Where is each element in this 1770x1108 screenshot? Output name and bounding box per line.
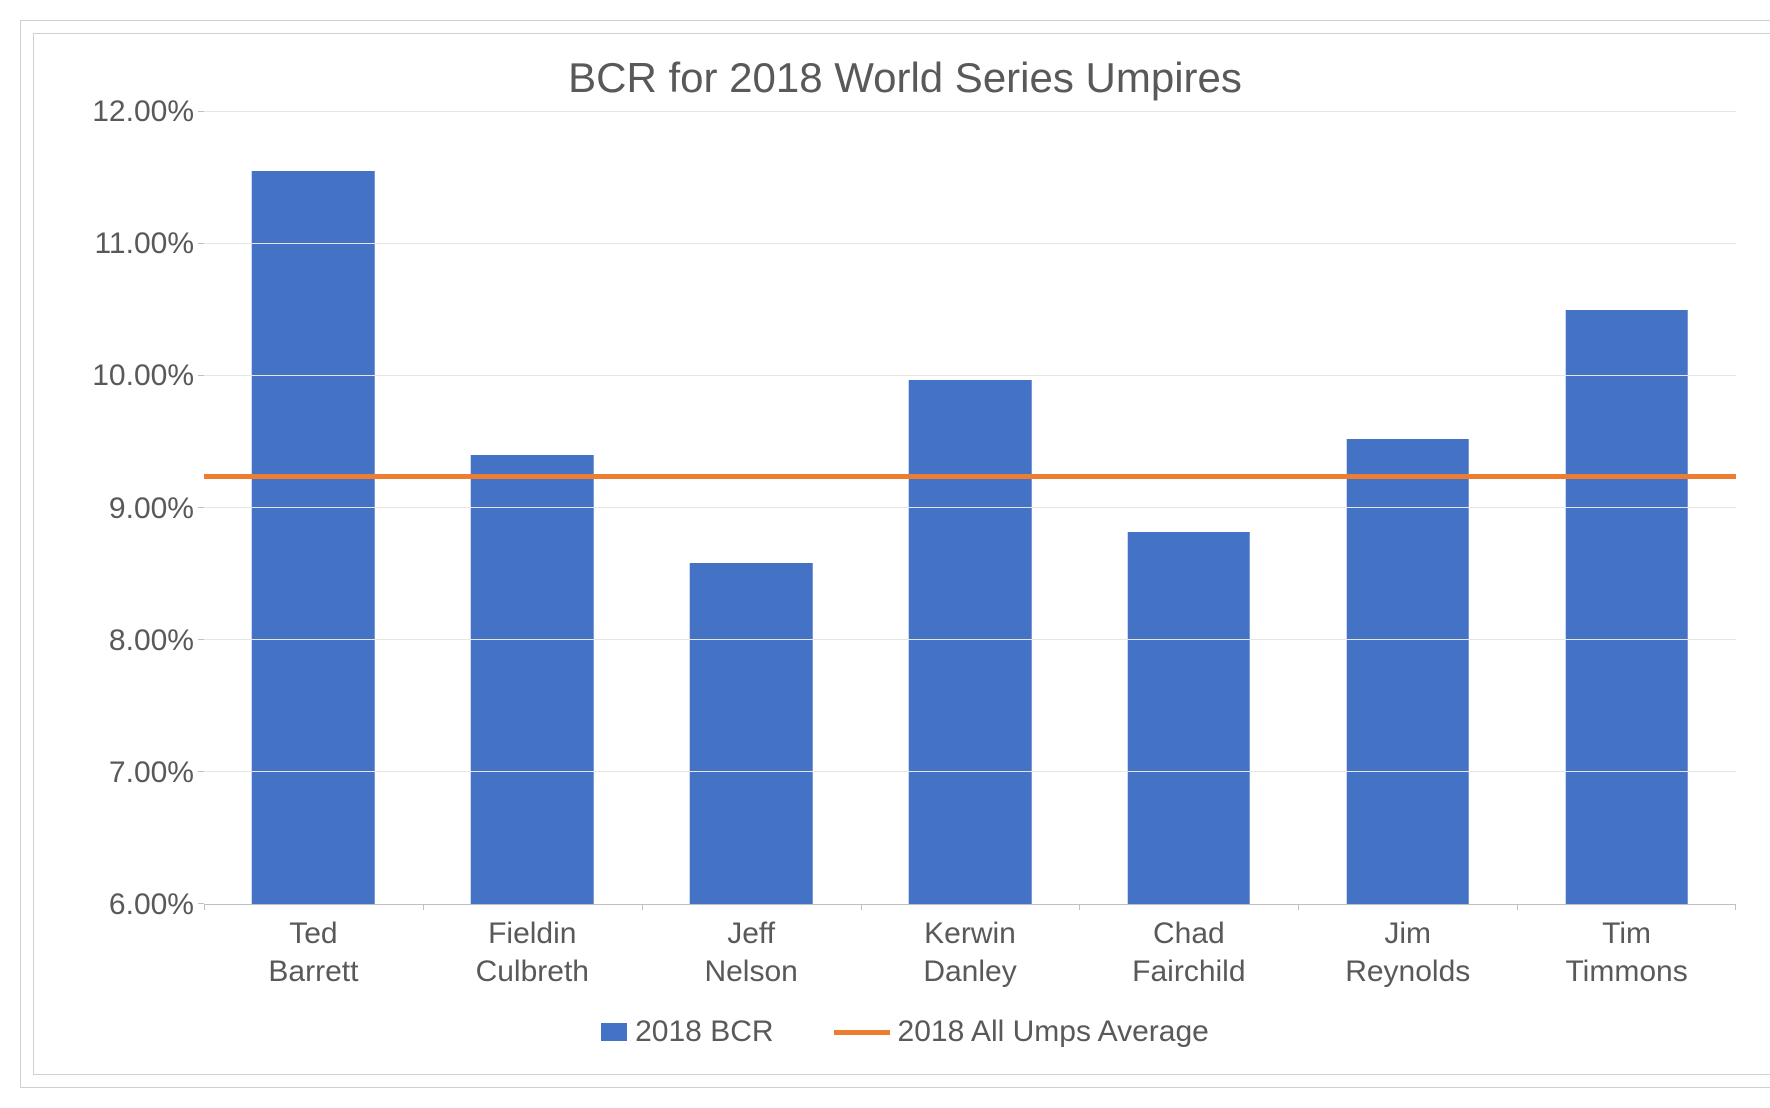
gridline xyxy=(204,771,1736,772)
gridline xyxy=(204,243,1736,244)
x-tickmark xyxy=(642,904,643,910)
x-tickmark xyxy=(1079,904,1080,910)
plot-wrap: 6.00%7.00%8.00%9.00%10.00%11.00%12.00% T… xyxy=(34,112,1770,990)
bar-slot xyxy=(423,112,642,904)
bar xyxy=(1565,310,1688,904)
chart-inner-frame: BCR for 2018 World Series Umpires 6.00% 7… xyxy=(33,33,1770,1075)
x-tick-label: KerwinDanley xyxy=(861,905,1080,990)
y-tickmark xyxy=(198,111,204,112)
legend-swatch-line-icon xyxy=(834,1030,890,1035)
bar xyxy=(1346,439,1469,904)
legend-line-label: 2018 All Umps Average xyxy=(898,1015,1209,1049)
chart-outer-frame: BCR for 2018 World Series Umpires 6.00% 7… xyxy=(20,20,1770,1088)
y-tickmark xyxy=(198,903,204,904)
y-axis: 6.00%7.00%8.00%9.00%10.00%11.00%12.00% xyxy=(54,112,204,905)
y-tick-label: 10.00% xyxy=(92,359,194,393)
x-tickmark xyxy=(1298,904,1299,910)
x-tick-label: JimReynolds xyxy=(1298,905,1517,990)
bar xyxy=(909,380,1032,904)
x-tickmark xyxy=(423,904,424,910)
y-tickmark xyxy=(198,639,204,640)
y-tick-label: 11.00% xyxy=(94,227,194,261)
legend-swatch-bar-icon xyxy=(601,1023,627,1041)
bar xyxy=(252,171,375,904)
x-axis: TedBarrettFieldinCulbrethJeffNelsonKerwi… xyxy=(204,905,1736,990)
gridline xyxy=(204,111,1736,112)
y-tickmark xyxy=(198,243,204,244)
plot-row: 6.00%7.00%8.00%9.00%10.00%11.00%12.00% xyxy=(54,112,1736,905)
y-tick-label: 7.00% xyxy=(109,756,194,790)
y-tick-label: 8.00% xyxy=(109,624,194,658)
y-tickmark xyxy=(198,507,204,508)
x-tick-label: JeffNelson xyxy=(642,905,861,990)
bars-layer xyxy=(204,112,1736,904)
gridline xyxy=(204,639,1736,640)
legend: 2018 BCR 2018 All Umps Average xyxy=(34,990,1770,1074)
gridline xyxy=(204,375,1736,376)
legend-bar-label: 2018 BCR xyxy=(635,1015,773,1049)
x-tickmark xyxy=(1735,904,1736,910)
x-tickmark xyxy=(861,904,862,910)
bar xyxy=(471,455,594,904)
y-tick-label: 9.00% xyxy=(109,492,194,526)
y-tickmark xyxy=(198,375,204,376)
legend-item-line: 2018 All Umps Average xyxy=(834,1015,1209,1049)
average-line xyxy=(204,474,1736,479)
x-tick-label: TimTimmons xyxy=(1517,905,1736,990)
bar-slot xyxy=(861,112,1080,904)
x-tick-label: FieldinCulbreth xyxy=(423,905,642,990)
bar-slot xyxy=(1079,112,1298,904)
y-tick-label: 12.00% xyxy=(92,95,194,129)
bar xyxy=(1128,532,1251,904)
legend-item-bar: 2018 BCR xyxy=(601,1015,773,1049)
x-tick-label: ChadFairchild xyxy=(1079,905,1298,990)
bar xyxy=(690,563,813,904)
bar-slot xyxy=(1517,112,1736,904)
y-tickmark xyxy=(198,771,204,772)
gridline xyxy=(204,507,1736,508)
bar-slot xyxy=(204,112,423,904)
x-tick-label: TedBarrett xyxy=(204,905,423,990)
x-tickmark xyxy=(1517,904,1518,910)
bar-slot xyxy=(1298,112,1517,904)
bar-slot xyxy=(642,112,861,904)
x-tickmark xyxy=(204,904,205,910)
chart-title: BCR for 2018 World Series Umpires xyxy=(34,34,1770,112)
y-tick-label: 6.00% xyxy=(109,888,194,922)
plot-area xyxy=(204,112,1736,905)
